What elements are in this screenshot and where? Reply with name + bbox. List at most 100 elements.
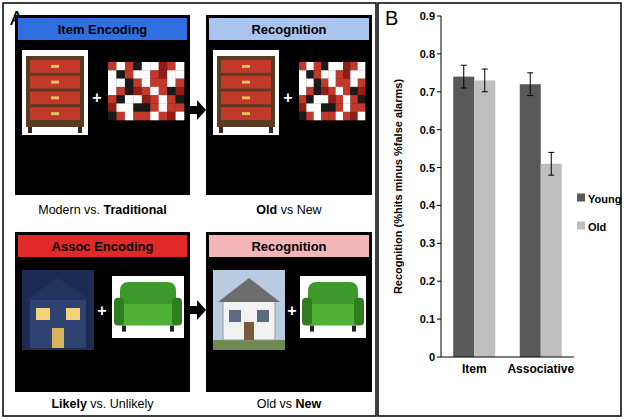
house-body [223, 300, 275, 340]
mosaic-cell [314, 103, 322, 112]
mosaic-cell [336, 95, 344, 104]
mosaic-cell [358, 87, 366, 96]
mosaic-cell [299, 70, 307, 79]
dresser-frame [217, 56, 275, 127]
box-frame [15, 232, 190, 392]
caption-part: vs New [277, 203, 322, 217]
tick [437, 281, 441, 282]
mosaic-cell [116, 62, 125, 71]
text: + [287, 302, 296, 319]
mosaic-cell [328, 112, 336, 121]
mosaic-cell [176, 70, 185, 79]
error-bar [482, 69, 488, 92]
mosaic-cell [150, 87, 159, 96]
caption: Likely vs. Unlikely [51, 397, 154, 411]
text: B [385, 7, 398, 29]
mosaic-cell [116, 103, 125, 112]
mosaic-cell [116, 95, 125, 104]
mosaic-cell [358, 112, 366, 121]
arrow [190, 300, 206, 320]
mosaic-cell [176, 103, 185, 112]
caption: Modern vs. Traditional [38, 203, 167, 217]
mosaic-cell [314, 79, 322, 88]
mosaic-cell [167, 79, 176, 88]
drawer [221, 92, 271, 105]
mosaic-cell [336, 87, 344, 96]
mosaic-cell [321, 62, 329, 71]
bar [474, 80, 495, 357]
mosaic-cell [108, 87, 117, 96]
mosaic-cell [176, 79, 185, 88]
mosaic-cell [336, 112, 344, 121]
text: Item Encoding [58, 22, 148, 37]
text: 0 [429, 351, 435, 363]
leg [310, 326, 314, 332]
mosaic-cell [336, 62, 344, 71]
mosaic-cell [350, 103, 358, 112]
leg [28, 127, 32, 133]
tick [437, 357, 441, 358]
recognition-box: Recognition+ [206, 15, 372, 195]
caption-part: New [296, 397, 322, 411]
mosaic-cell [306, 70, 314, 79]
tick [437, 167, 441, 168]
x-axis [441, 357, 574, 358]
mosaic-cell [108, 62, 117, 71]
tick [437, 205, 441, 206]
text: 0.9 [420, 10, 435, 22]
mosaic-cell [314, 62, 322, 71]
drawer [30, 107, 80, 120]
mosaic-cell [328, 87, 336, 96]
mosaic-cell [358, 103, 366, 112]
mosaic-cell [108, 79, 117, 88]
mosaic-cell [306, 79, 314, 88]
drawer [221, 107, 271, 120]
figure: AItem Encoding+Modern vs. TraditionalRec… [0, 0, 624, 419]
mosaic-cell [133, 103, 142, 112]
mosaic-cell [328, 95, 336, 104]
mosaic-cell [133, 79, 142, 88]
mosaic-cell [350, 70, 358, 79]
lawn [213, 340, 285, 350]
mosaic-cell [108, 70, 117, 79]
mosaic-cell [142, 70, 151, 79]
text: 0.1 [420, 313, 435, 325]
mosaic-cell [314, 70, 322, 79]
tick [437, 16, 441, 17]
mosaic-cell [306, 62, 314, 71]
mosaic-cell [150, 95, 159, 104]
sofa-seat [116, 304, 180, 326]
mosaic-cell [176, 112, 185, 121]
mosaic-cell [167, 103, 176, 112]
mosaic-cell [336, 79, 344, 88]
handle [51, 96, 59, 99]
handle [51, 81, 59, 84]
mosaic-cell [328, 70, 336, 79]
mosaic-cell [125, 87, 134, 96]
handle [242, 81, 250, 84]
mosaic-cell [150, 112, 159, 121]
mosaic-cell [167, 95, 176, 104]
mosaic-cell [358, 95, 366, 104]
box-frame [15, 15, 190, 195]
encoding-box: Item Encoding+ [15, 15, 190, 195]
text: 0.3 [420, 237, 435, 249]
photo-bg [22, 50, 88, 135]
mosaic-cell [350, 79, 358, 88]
mosaic-cell [142, 103, 151, 112]
mosaic-cell [343, 79, 351, 88]
caption-part: Likely [51, 397, 86, 411]
panel-frame [378, 3, 621, 416]
mosaic-cell [159, 62, 168, 71]
encoding-box: Assoc Encoding+ [15, 232, 190, 392]
leg [122, 326, 126, 332]
y-axis [441, 16, 442, 357]
mosaic-cell [321, 70, 329, 79]
sofa-seat [304, 304, 362, 326]
mosaic-cell [314, 112, 322, 121]
mosaic-cell [159, 79, 168, 88]
drawer [30, 76, 80, 89]
drawer [30, 92, 80, 105]
caption-part: Old [256, 203, 277, 217]
mosaic-cell [159, 70, 168, 79]
